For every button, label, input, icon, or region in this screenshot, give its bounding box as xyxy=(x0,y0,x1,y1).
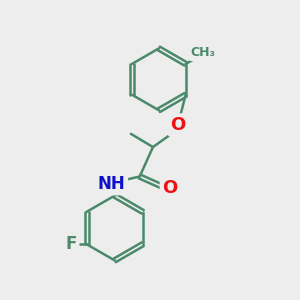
Text: O: O xyxy=(162,179,178,197)
Text: O: O xyxy=(170,116,186,134)
Text: CH₃: CH₃ xyxy=(191,46,216,59)
Text: NH: NH xyxy=(98,175,126,193)
Text: F: F xyxy=(66,235,77,253)
